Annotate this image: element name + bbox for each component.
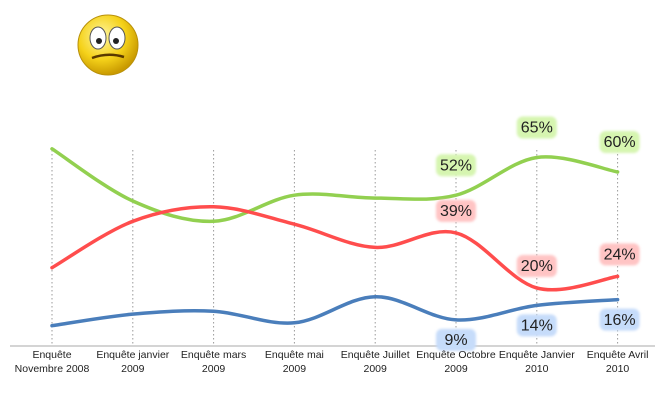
value-label: 20% (521, 258, 553, 275)
x-tick-label: Enquête mai 2009 (264, 349, 324, 375)
x-tick-label: Enquête janvier 2009 (96, 349, 170, 375)
value-label: 52% (440, 157, 472, 174)
series-line (50, 205, 620, 292)
value-label: 16% (604, 312, 636, 329)
x-tick-label: Enquête Avril 2010 (586, 349, 649, 375)
value-label-bg (516, 255, 557, 277)
value-label-bg (599, 131, 640, 153)
value-label: 9% (444, 332, 467, 349)
x-tick-label: Enquête Janvier 2010 (498, 349, 575, 375)
value-label: 24% (604, 247, 636, 264)
smiley-icon (77, 14, 139, 76)
value-label-bg (599, 308, 640, 331)
value-label-bg (436, 199, 476, 222)
value-label-bg (436, 154, 476, 177)
x-tick-label: Enquête Novembre 2008 (14, 349, 90, 375)
value-label: 65% (521, 120, 553, 137)
value-label: 39% (440, 203, 472, 220)
value-label-bg (599, 243, 640, 266)
value-label-bg (436, 328, 476, 351)
value-label: 60% (604, 134, 636, 151)
value-label-bg (516, 314, 557, 337)
series-line (50, 147, 620, 224)
value-label: 14% (521, 318, 553, 335)
series-line (50, 294, 620, 328)
value-label-bg (516, 116, 557, 139)
x-tick-label: Enquête mars 2009 (180, 349, 247, 375)
x-tick-label: Enquête Juillet 2009 (340, 349, 410, 375)
x-tick-label: Enquête Octobre 2009 (416, 349, 496, 375)
